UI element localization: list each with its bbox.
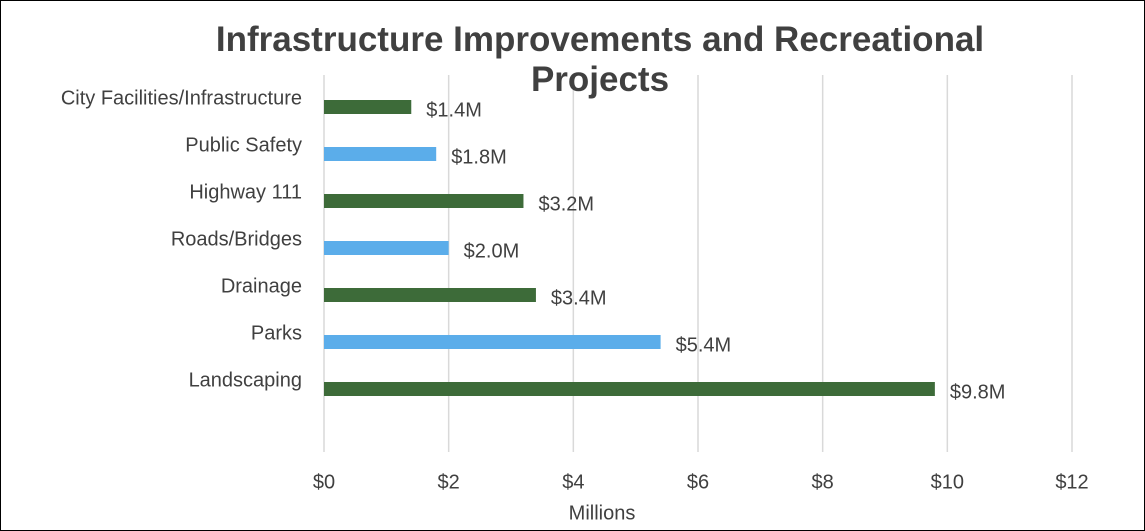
x-axis-label: Millions bbox=[569, 502, 636, 524]
x-tick-label: $0 bbox=[313, 471, 335, 493]
value-label: $3.2M bbox=[538, 193, 594, 215]
y-tick-label: City Facilities/Infrastructure bbox=[61, 87, 302, 109]
value-label: $9.8M bbox=[950, 381, 1006, 403]
chart-title: Infrastructure Improvements and Recreati… bbox=[215, 20, 985, 99]
x-tick-label: $4 bbox=[562, 471, 584, 493]
bar bbox=[324, 335, 661, 349]
x-tick-label: $10 bbox=[931, 471, 964, 493]
y-tick-label: Roads/Bridges bbox=[171, 228, 302, 250]
x-tick-label: $2 bbox=[438, 471, 460, 493]
value-label: $3.4M bbox=[551, 287, 607, 309]
x-tick-label: $12 bbox=[1055, 471, 1088, 493]
value-label: $5.4M bbox=[676, 334, 732, 356]
y-tick-label: Landscaping bbox=[189, 369, 302, 391]
bar bbox=[324, 100, 412, 114]
y-tick-label: Public Safety bbox=[185, 134, 302, 156]
x-tick-label: $6 bbox=[687, 471, 709, 493]
bar bbox=[324, 147, 437, 161]
bar bbox=[324, 241, 449, 255]
bar bbox=[324, 194, 524, 208]
value-label: $1.4M bbox=[426, 99, 482, 121]
x-tick-label: $8 bbox=[812, 471, 834, 493]
bar bbox=[324, 382, 935, 396]
value-label: $2.0M bbox=[464, 240, 520, 262]
value-label: $1.8M bbox=[451, 146, 507, 168]
y-tick-label: Highway 111 bbox=[189, 181, 302, 203]
y-tick-label: Drainage bbox=[221, 275, 302, 297]
bar bbox=[324, 288, 536, 302]
y-tick-label: Parks bbox=[251, 322, 302, 344]
